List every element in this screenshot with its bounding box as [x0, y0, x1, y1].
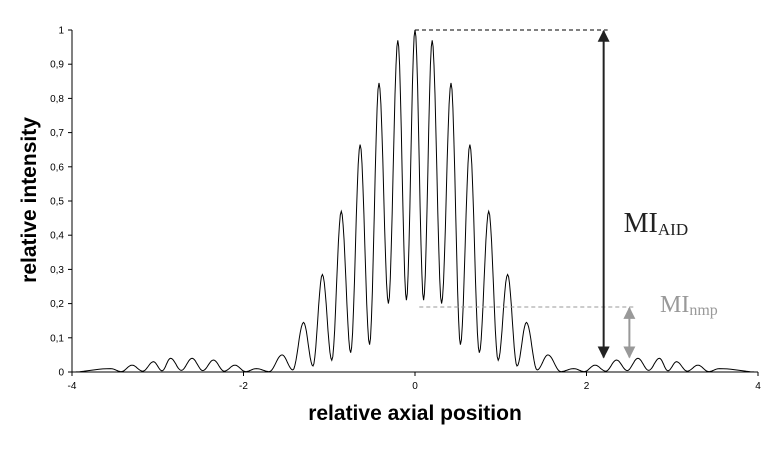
y-tick-label: 0,9	[50, 60, 64, 71]
x-tick-label: 0	[412, 381, 418, 392]
y-tick-label: 0,2	[50, 299, 64, 310]
x-tick-label: -2	[239, 381, 248, 392]
x-axis-title: relative axial position	[308, 402, 522, 425]
x-tick-label: 2	[584, 381, 590, 392]
y-tick-label: 0,4	[50, 231, 64, 242]
y-tick-label: 0,1	[50, 333, 64, 344]
y-tick-label: 0,3	[50, 265, 64, 276]
intensity-series-line	[71, 29, 759, 373]
y-tick-label: 0,6	[50, 162, 64, 173]
y-tick-label: 0,7	[50, 128, 64, 139]
y-tick-label: 0,5	[50, 197, 64, 208]
y-tick-label: 1	[58, 26, 64, 37]
y-axis-title: relative intensity	[18, 117, 41, 283]
x-axis: -4 -2 0 2 4	[68, 371, 761, 392]
mi-aid-label: MIAID	[624, 208, 688, 239]
mi-nmp-label: MInmp	[660, 292, 718, 319]
x-tick-label: 4	[755, 381, 761, 392]
x-tick-label: -4	[68, 381, 77, 392]
y-axis: 0 0,1 0,2 0,3 0,4 0,5 0,6 0,7 0,8 0,9 1	[50, 26, 73, 379]
annotations: MIAID MInmp	[415, 29, 718, 359]
y-tick-label: 0,8	[50, 94, 64, 105]
y-tick-label: 0	[58, 368, 64, 379]
